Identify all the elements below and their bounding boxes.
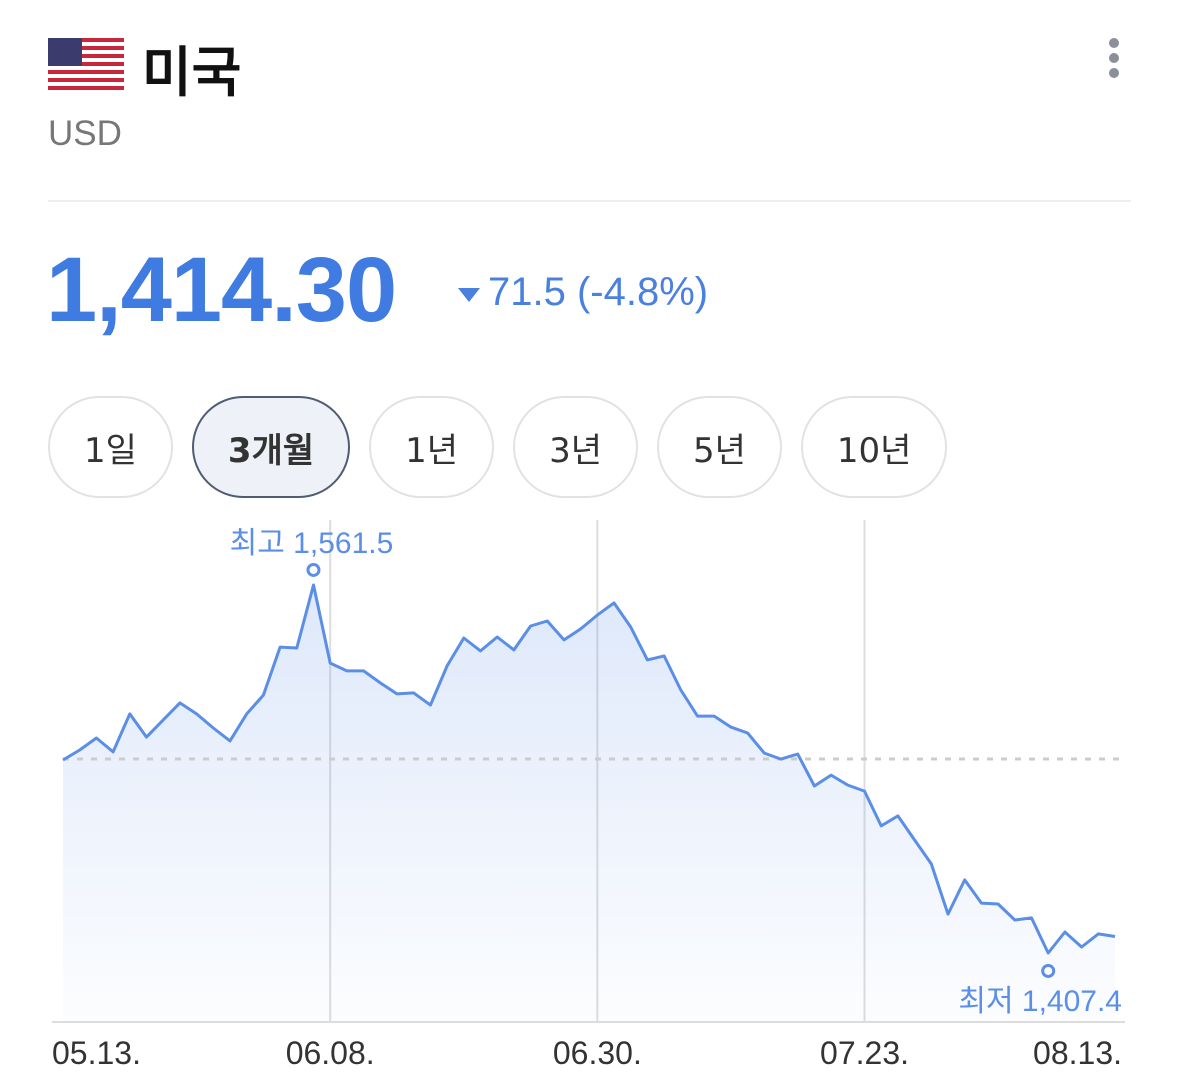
area: [63, 585, 1115, 1022]
period-tab[interactable]: 3개월: [191, 396, 351, 498]
max-annotation: 최고 1,561.5: [230, 527, 394, 560]
subtitle: USD: [48, 114, 122, 153]
max-marker: [306, 562, 321, 577]
x-tick-label: 05.13.: [52, 1035, 141, 1071]
period-tab[interactable]: 1일: [48, 396, 173, 498]
flag-icon: [48, 38, 124, 90]
x-tick-label: 07.23.: [820, 1035, 909, 1071]
x-tick-label: 08.13.: [1033, 1035, 1122, 1071]
price-change: 71.5 (-4.8%): [488, 270, 709, 314]
period-tab[interactable]: 1년: [369, 396, 495, 498]
period-tab[interactable]: 10년: [800, 396, 948, 498]
x-tick-label: 06.30.: [553, 1035, 642, 1071]
title: 미국: [142, 41, 242, 104]
line: [62, 583, 1116, 955]
price: 1,414.30: [46, 239, 397, 341]
menu-button[interactable]: [1104, 36, 1124, 82]
min-marker: [1041, 963, 1056, 978]
period-tabs: 1일 3개월 1년 3년 5년 10년: [48, 396, 948, 498]
period-tab[interactable]: 5년: [656, 396, 782, 498]
down-icon: [458, 288, 480, 302]
divider: [48, 200, 1131, 202]
min-annotation: 최저 1,407.4: [958, 985, 1122, 1018]
period-tab[interactable]: 3년: [513, 396, 638, 498]
x-tick-label: 06.08.: [286, 1035, 375, 1071]
